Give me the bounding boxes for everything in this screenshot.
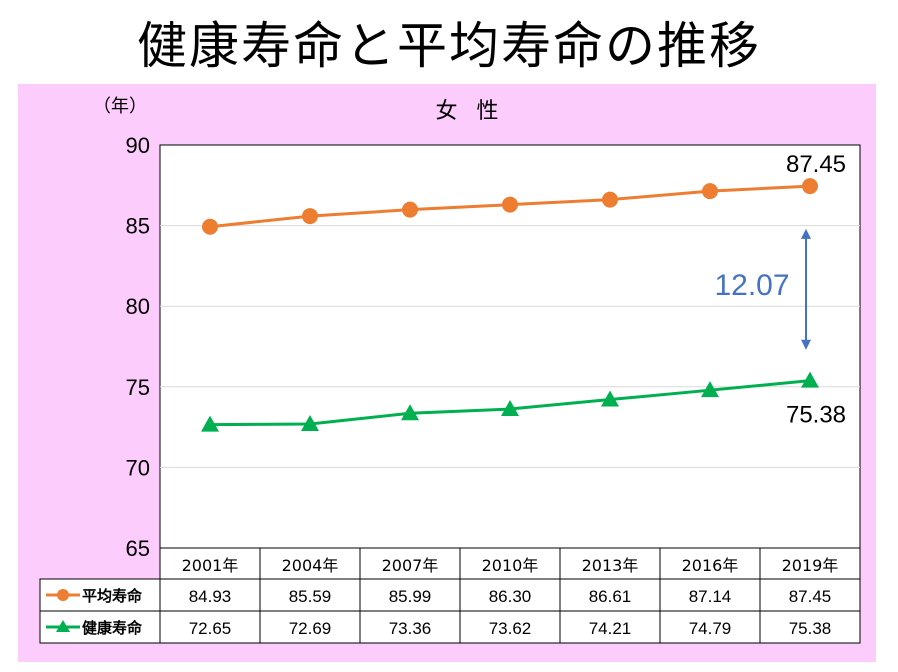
data-label-avg-last: 87.45 (786, 151, 846, 178)
y-tick-label: 70 (126, 455, 150, 480)
table-cell: 72.65 (189, 619, 232, 638)
table-cell: 73.36 (389, 619, 432, 638)
table-cell: 74.21 (589, 619, 632, 638)
data-point (202, 218, 218, 235)
data-point (501, 400, 519, 417)
gap-arrow-head-top (801, 228, 811, 239)
gap-label: 12.07 (714, 269, 789, 302)
table-cell: 87.14 (689, 587, 732, 606)
table-cell: 87.45 (789, 587, 832, 606)
data-point (801, 371, 819, 388)
table-cell: 84.93 (189, 587, 232, 606)
legend-label: 平均寿命 (82, 587, 143, 605)
chart-title: 女 性 (436, 99, 505, 124)
y-tick-label: 85 (126, 214, 150, 239)
table-cell: 85.99 (389, 587, 432, 606)
data-point (802, 178, 818, 195)
table-cell: 75.38 (789, 619, 832, 638)
y-tick-label: 75 (126, 375, 150, 400)
legend-key-marker (57, 589, 69, 601)
y-tick-label: 65 (126, 536, 150, 561)
y-tick-label: 90 (126, 133, 150, 158)
y-tick-label: 80 (126, 294, 150, 319)
x-tick-label: 2004年 (282, 556, 339, 575)
legend-key-marker (56, 620, 70, 632)
legend-label: 健康寿命 (82, 619, 143, 637)
data-point (402, 201, 418, 218)
data-label-healthy-last: 75.38 (786, 402, 846, 429)
table-cell: 86.61 (589, 587, 632, 606)
table-cell: 86.30 (489, 587, 532, 606)
data-point (701, 381, 719, 398)
page-title: 健康寿命と平均寿命の推移 (137, 17, 761, 75)
data-point (401, 404, 419, 421)
x-tick-label: 2010年 (482, 556, 539, 575)
x-tick-label: 2001年 (182, 556, 239, 575)
data-point (502, 196, 518, 213)
y-axis-unit: （年） (93, 96, 147, 117)
table-cell: 85.59 (289, 587, 332, 606)
data-point (601, 390, 619, 407)
table-cell: 73.62 (489, 619, 532, 638)
x-tick-label: 2016年 (682, 556, 739, 575)
data-point (201, 415, 219, 432)
data-point (702, 183, 718, 200)
x-tick-label: 2013年 (582, 556, 639, 575)
data-point (302, 208, 318, 225)
x-tick-label: 2019年 (782, 556, 839, 575)
data-point (301, 415, 319, 432)
x-tick-label: 2007年 (382, 556, 439, 575)
table-cell: 74.79 (689, 619, 732, 638)
table-cell: 72.69 (289, 619, 332, 638)
data-point (602, 191, 618, 208)
gap-arrow-head-bottom (801, 339, 811, 350)
